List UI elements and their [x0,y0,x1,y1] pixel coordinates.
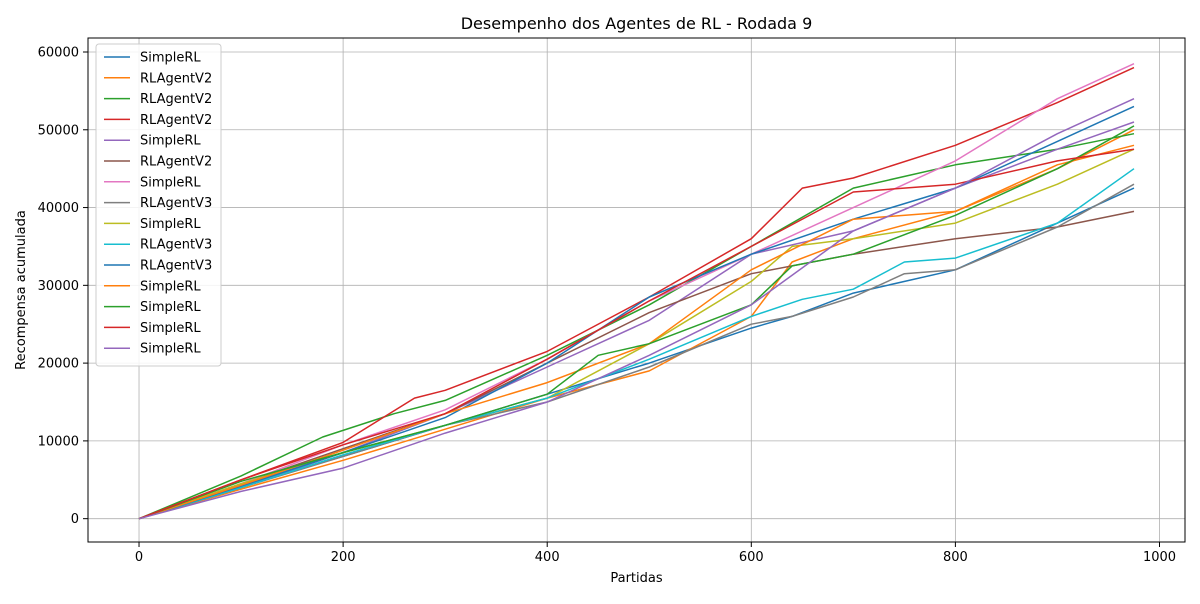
series-line [138,125,1135,520]
series-line [138,210,1135,520]
chart-title: Desempenho dos Agentes de RL - Rodada 9 [461,14,813,33]
legend-label: RLAgentV2 [140,113,212,128]
axes-ticks: 0 200 400 600 800 100001000020000300004000050… [38,46,1176,566]
grid [88,38,1185,542]
legend-label: SimpleRL [140,300,201,315]
y-tick-label: 10000 [38,434,79,449]
x-tick-label: 800 [943,550,968,565]
y-tick-label: 50000 [38,123,79,138]
x-tick-label: 1000 [1143,550,1176,565]
x-axis-label: Partidas [610,571,662,586]
y-tick-label: 20000 [38,357,79,372]
y-axis-label: Recompensa acumulada [14,210,29,370]
y-tick-label: 60000 [38,46,79,61]
legend-label: RLAgentV2 [140,155,212,170]
series-line [138,98,1135,520]
legend-label: RLAgentV3 [140,196,212,211]
series-line [138,183,1135,520]
legend-label: RLAgentV2 [140,71,212,86]
x-tick-label: 0 [135,550,143,565]
legend-label: SimpleRL [140,134,201,149]
y-tick-label: 30000 [38,279,79,294]
series-line [138,105,1135,520]
series-line [138,168,1135,520]
legend: SimpleRL RLAgentV2 RLAgentV2 RLAgentV2 Simpl… [95,43,222,367]
series-line [138,148,1135,520]
legend-label: RLAgentV3 [140,259,212,274]
y-tick-label: 40000 [38,201,79,216]
legend-label: SimpleRL [140,342,201,357]
series-layer [138,63,1135,520]
plot-frame [87,37,1186,543]
legend-label: SimpleRL [140,279,201,294]
legend-label: RLAgentV3 [140,238,212,253]
x-tick-label: 400 [535,550,560,565]
y-tick-label: 0 [71,512,79,527]
legend-label: RLAgentV2 [140,92,212,107]
x-tick-label: 600 [739,550,764,565]
legend-label: SimpleRL [140,217,201,232]
legend-label: SimpleRL [140,321,201,336]
legend-label: SimpleRL [140,51,201,66]
x-tick-label: 200 [331,550,356,565]
legend-label: SimpleRL [140,175,201,190]
